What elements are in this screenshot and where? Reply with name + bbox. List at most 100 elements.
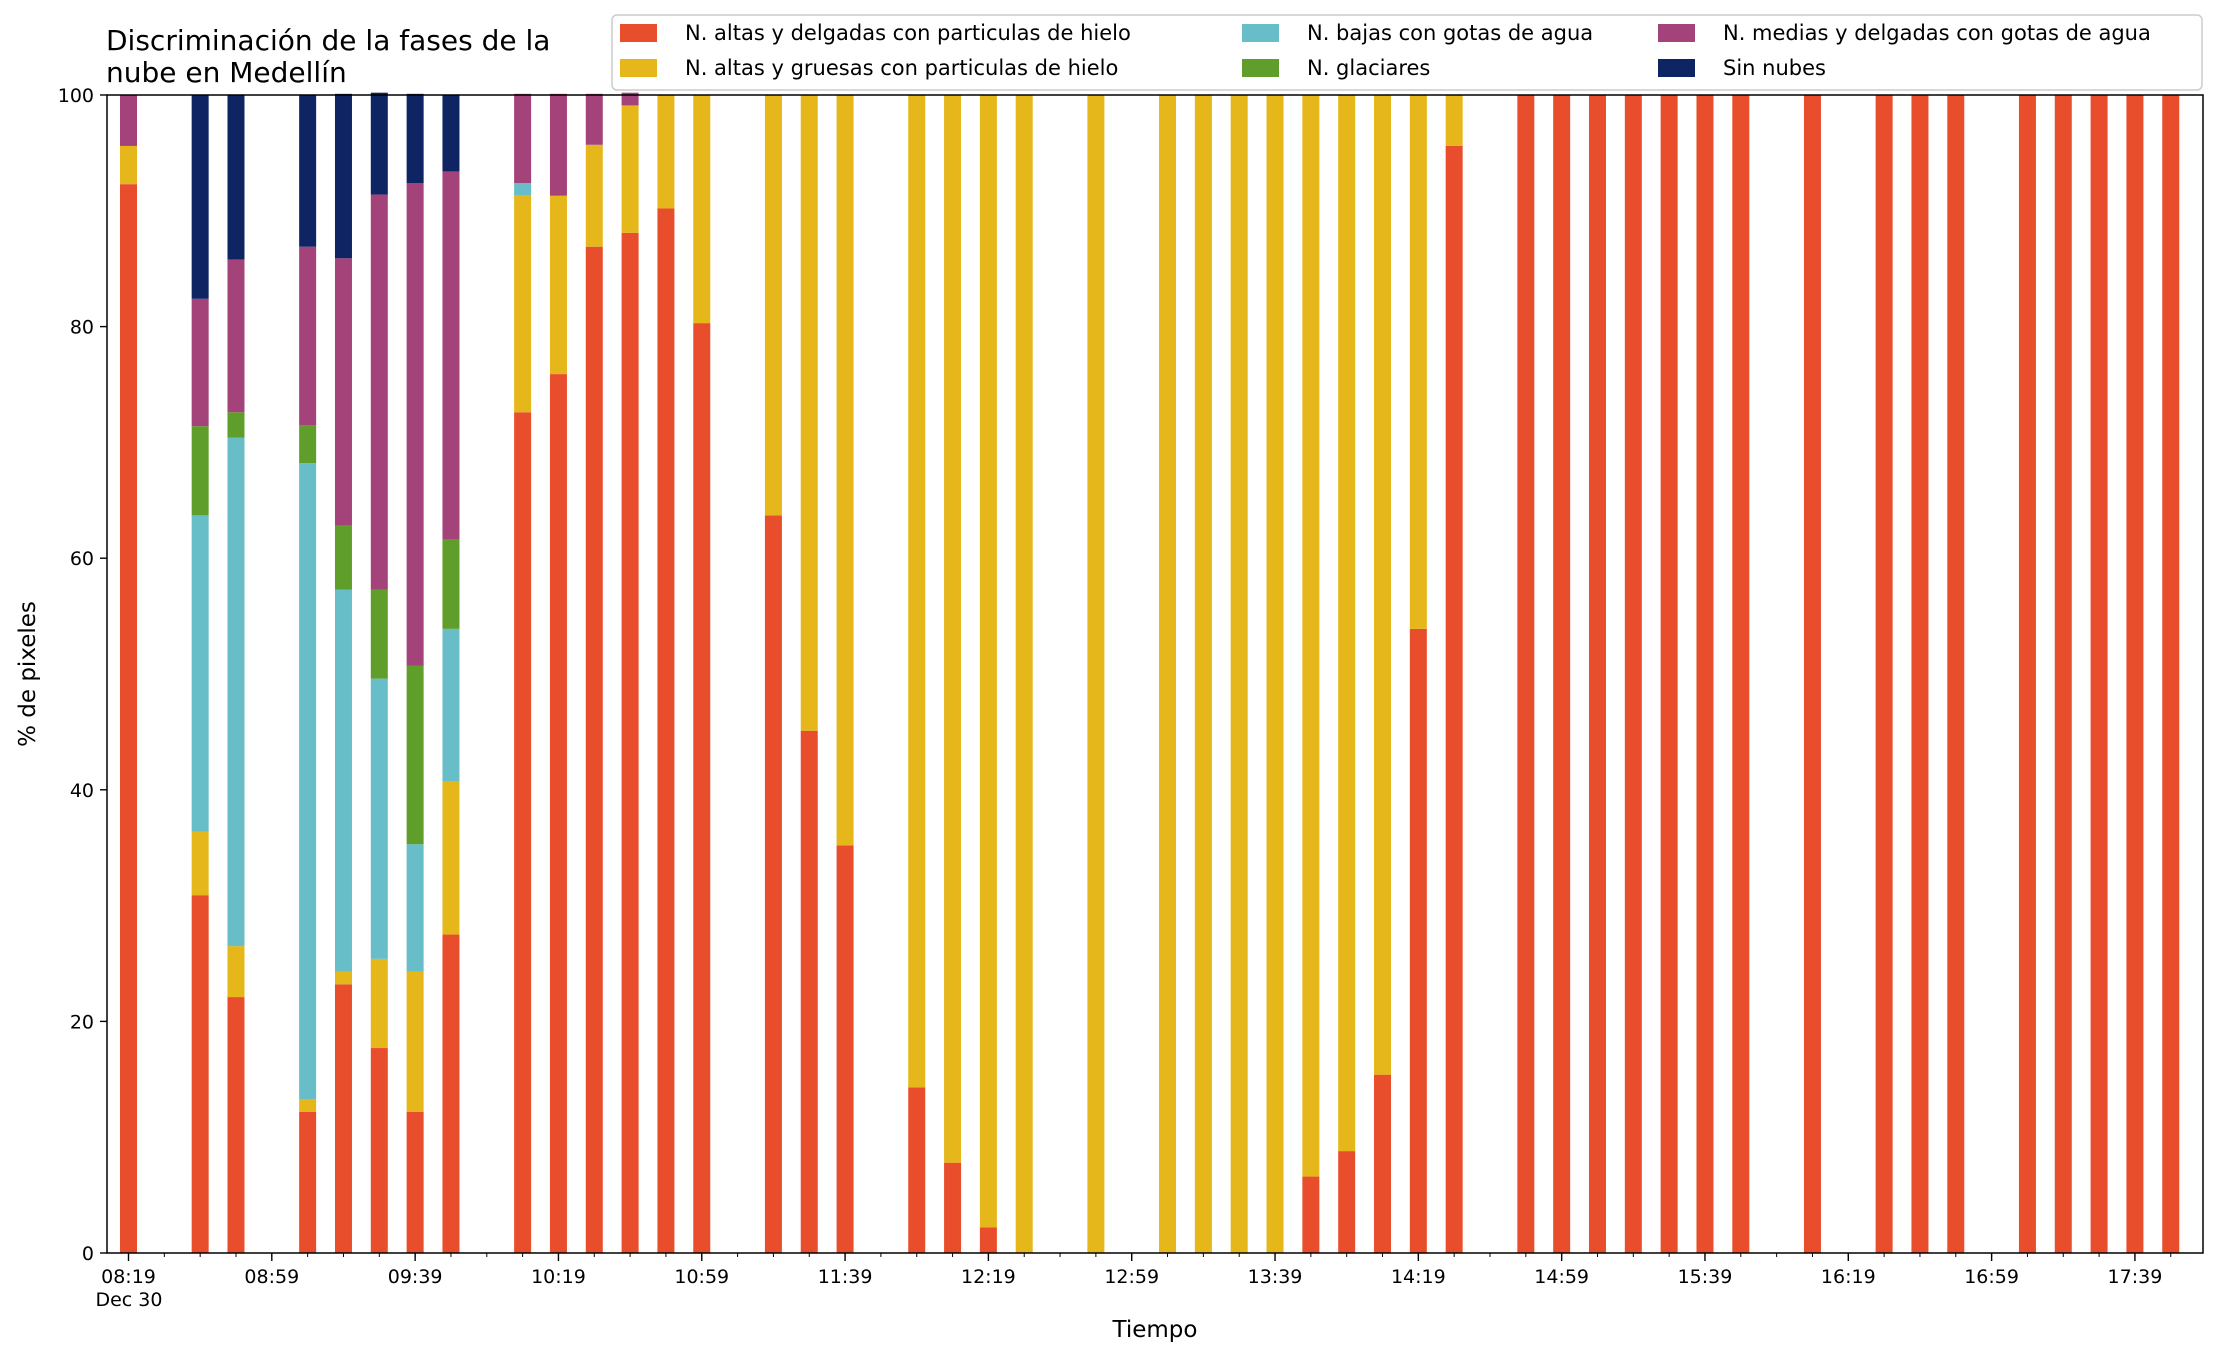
bar-segment-1 bbox=[1230, 95, 1248, 1253]
bar-segment-2 bbox=[299, 463, 317, 1099]
bar-segment-5 bbox=[370, 92, 388, 195]
bar-segment-5 bbox=[227, 95, 245, 260]
x-tick-label: 12:19 bbox=[961, 1266, 1016, 1288]
bar-segment-0 bbox=[442, 934, 460, 1253]
bar-segment-5 bbox=[191, 95, 209, 299]
legend-swatch-4 bbox=[1658, 24, 1695, 42]
bar-segment-1 bbox=[334, 971, 352, 985]
legend-swatch-3 bbox=[1242, 59, 1279, 77]
bar-segment-1 bbox=[1374, 95, 1392, 1075]
bar-segment-5 bbox=[442, 95, 460, 172]
x-axis-label: Tiempo bbox=[1112, 1317, 1198, 1343]
bar-segment-0 bbox=[1588, 95, 1606, 1253]
bar-segment-0 bbox=[764, 515, 782, 1253]
x-tick-label: 12:59 bbox=[1104, 1266, 1159, 1288]
bar-segment-0 bbox=[1553, 95, 1571, 1253]
bar-segment-0 bbox=[979, 1227, 997, 1253]
bar-segment-1 bbox=[120, 145, 137, 185]
y-tick-label: 40 bbox=[70, 780, 94, 802]
bar-segment-0 bbox=[1374, 1074, 1392, 1253]
bar-segment-4 bbox=[370, 194, 388, 590]
bar-segment-0 bbox=[2162, 95, 2180, 1253]
x-tick-label: 14:59 bbox=[1534, 1266, 1589, 1288]
y-axis-label: % de pixeles bbox=[15, 601, 41, 747]
bar-segment-5 bbox=[334, 93, 352, 259]
bar-segment-3 bbox=[334, 525, 352, 590]
bar-segment-4 bbox=[514, 93, 532, 184]
x-tick-label: 13:39 bbox=[1248, 1266, 1303, 1288]
bar-segment-1 bbox=[1194, 95, 1212, 1253]
bar-segment-0 bbox=[1624, 95, 1642, 1253]
bar-segment-0 bbox=[549, 374, 567, 1254]
legend-swatch-1 bbox=[620, 59, 657, 77]
bar-segment-4 bbox=[191, 298, 209, 427]
bar-segment-0 bbox=[1947, 95, 1965, 1253]
text-layer: 0 20 40 60 80 100 08:19 08:59 09:39 10:19 10:59 11:… bbox=[15, 24, 2162, 1343]
bar-segment-0 bbox=[1732, 95, 1750, 1253]
bar-segment-1 bbox=[1302, 95, 1320, 1177]
bar-segment-2 bbox=[227, 437, 245, 947]
bar-segment-0 bbox=[1338, 1151, 1356, 1253]
bar-segment-1 bbox=[1445, 95, 1463, 146]
x-tick-label: 10:59 bbox=[674, 1266, 729, 1288]
bar-segment-4 bbox=[585, 93, 603, 145]
x-tick-label: 10:19 bbox=[531, 1266, 586, 1288]
bar-segment-0 bbox=[585, 246, 603, 1253]
x-tick-sublabel: Dec 30 bbox=[95, 1289, 162, 1311]
x-tick-label: 15:39 bbox=[1678, 1266, 1733, 1288]
bar-segment-0 bbox=[191, 895, 209, 1253]
bar-segment-0 bbox=[2018, 95, 2036, 1253]
y-tick-label: 20 bbox=[70, 1011, 94, 1033]
x-tick-label: 16:59 bbox=[1964, 1266, 2019, 1288]
plot-frame bbox=[106, 94, 2204, 1254]
bar-segment-4 bbox=[227, 259, 245, 413]
bar-segment-3 bbox=[299, 425, 317, 464]
bar-segment-4 bbox=[406, 183, 424, 666]
bar-segment-4 bbox=[334, 258, 352, 526]
chart-title-line: Discriminación de la fases de la bbox=[106, 24, 550, 57]
bar-segment-4 bbox=[120, 95, 137, 146]
y-tick-label: 100 bbox=[58, 85, 94, 107]
y-tick-label: 60 bbox=[70, 548, 94, 570]
bar-segment-0 bbox=[1875, 95, 1893, 1253]
bar-segment-2 bbox=[191, 515, 209, 832]
bar-segment-2 bbox=[514, 183, 532, 196]
legend-label-2: N. bajas con gotas de agua bbox=[1307, 21, 1593, 45]
y-tick-label: 0 bbox=[82, 1243, 94, 1265]
bars-layer bbox=[120, 92, 2180, 1254]
bar-segment-4 bbox=[549, 93, 567, 196]
bar-segment-0 bbox=[1803, 95, 1821, 1253]
bar-segment-2 bbox=[442, 628, 460, 782]
legend-swatch-2 bbox=[1242, 24, 1279, 42]
legend-label-4: N. medias y delgadas con gotas de agua bbox=[1723, 21, 2151, 45]
bar-segment-2 bbox=[370, 678, 388, 959]
bar-segment-0 bbox=[944, 1162, 962, 1253]
axes-layer bbox=[100, 94, 2204, 1261]
bar-segment-0 bbox=[2126, 95, 2144, 1253]
bar-segment-1 bbox=[979, 95, 997, 1228]
x-tick-label: 09:39 bbox=[388, 1266, 443, 1288]
legend-label-5: Sin nubes bbox=[1723, 56, 1826, 80]
bar-segment-1 bbox=[1015, 95, 1033, 1253]
bar-segment-1 bbox=[1266, 95, 1284, 1253]
bar-segment-0 bbox=[514, 412, 532, 1253]
legend: N. altas y delgadas con particulas de hi… bbox=[611, 14, 2203, 91]
bar-segment-0 bbox=[800, 730, 818, 1253]
bar-segment-1 bbox=[944, 95, 962, 1163]
bar-segment-0 bbox=[2090, 95, 2108, 1253]
bar-segment-1 bbox=[406, 971, 424, 1112]
bar-segment-4 bbox=[442, 171, 460, 540]
bar-segment-4 bbox=[299, 246, 317, 426]
x-tick-label: 17:39 bbox=[2108, 1266, 2163, 1288]
legend-swatch-5 bbox=[1658, 59, 1695, 77]
bar-segment-2 bbox=[334, 589, 352, 972]
bar-segment-4 bbox=[621, 92, 639, 106]
bar-segment-1 bbox=[585, 144, 603, 247]
bar-segment-3 bbox=[406, 665, 424, 845]
bar-segment-0 bbox=[1445, 145, 1463, 1254]
bar-segment-0 bbox=[657, 208, 675, 1254]
bar-segment-1 bbox=[549, 195, 567, 375]
bar-segment-0 bbox=[334, 984, 352, 1253]
